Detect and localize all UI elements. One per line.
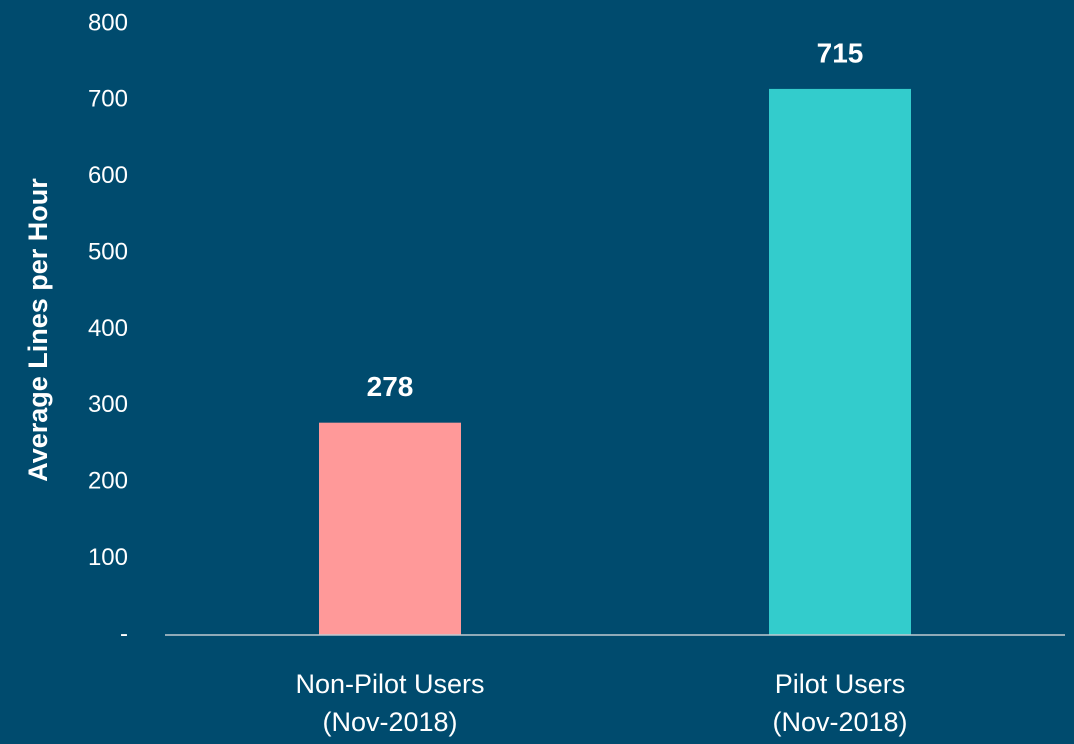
y-tick-label: 100 [88,544,128,571]
y-tick-label: 800 [88,9,128,36]
y-tick-label: 700 [88,86,128,113]
x-tick-label: (Nov-2018) [772,707,907,737]
y-tick-label: 300 [88,391,128,418]
y-tick-label: 200 [88,468,128,495]
x-tick-label: Pilot Users [775,669,906,699]
y-tick-label: 600 [88,162,128,189]
x-tick-label: Non-Pilot Users [295,669,484,699]
y-tick-label: 500 [88,238,128,265]
y-tick-label: 400 [88,315,128,342]
bar [319,422,461,635]
y-tick-label: - [120,620,128,647]
x-tick-label: (Nov-2018) [322,707,457,737]
value-label: 715 [817,37,864,68]
value-label: 278 [367,371,414,402]
y-axis-label: Average Lines per Hour [23,178,53,482]
bar [769,88,911,635]
